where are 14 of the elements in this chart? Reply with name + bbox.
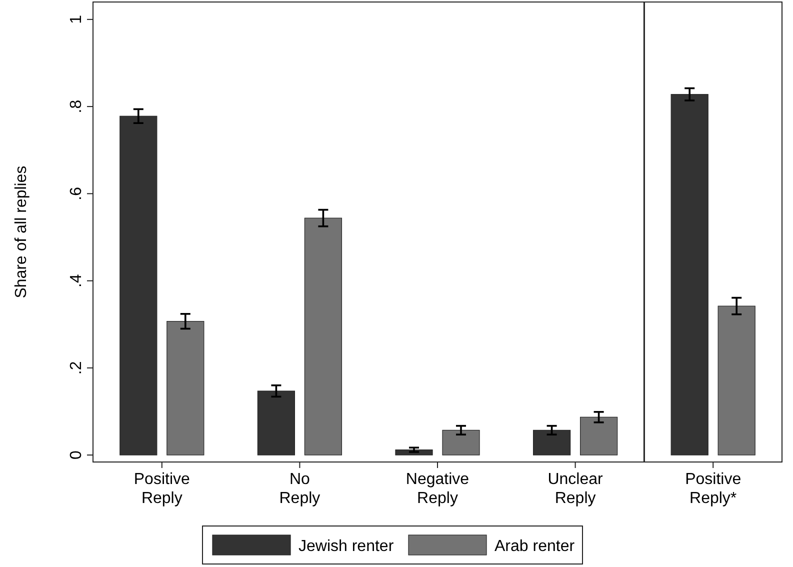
x-tick-label: Positive Reply — [134, 471, 190, 507]
y-tick-label: .2 — [68, 361, 85, 375]
y-axis-title: Share of all replies — [13, 166, 30, 298]
legend-label: Arab renter — [494, 538, 576, 555]
x-tick-label: No Reply — [279, 471, 320, 507]
x-tick-label: Unclear Reply — [548, 471, 604, 507]
y-tick-label: .8 — [68, 100, 85, 114]
y-tick-label: 0 — [68, 450, 85, 460]
x-tick-label: Negative Reply — [406, 471, 470, 507]
x-tick-label: Positive Reply* — [685, 471, 742, 507]
legend-label: Jewish renter — [298, 538, 394, 555]
y-tick-label: .6 — [68, 186, 85, 200]
y-tick-label: .4 — [68, 274, 85, 288]
y-tick-label: 1 — [68, 14, 85, 24]
